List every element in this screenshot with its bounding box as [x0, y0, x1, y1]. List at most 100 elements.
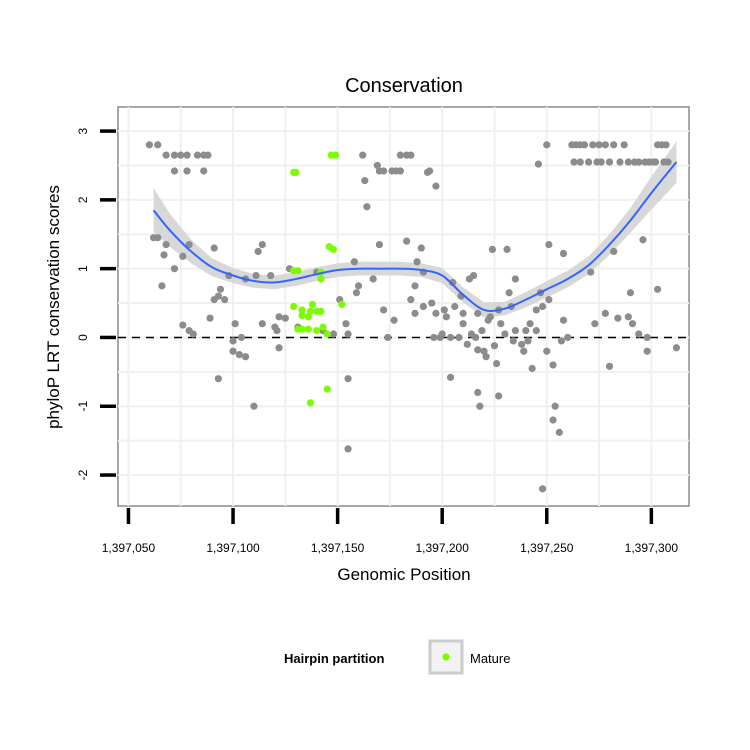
data-point-other [482, 353, 490, 361]
data-point-other [413, 258, 421, 266]
data-point-other [605, 362, 614, 370]
data-point-other [432, 309, 440, 317]
data-point-other [403, 237, 411, 245]
y-tick-label: 0 [76, 334, 90, 341]
y-tick-label: -2 [76, 469, 90, 480]
data-point-other [459, 309, 467, 317]
data-point-other [281, 314, 289, 322]
data-point-other [350, 258, 358, 266]
data-point-mature [306, 399, 315, 407]
data-point-other [474, 309, 482, 317]
data-point-other [469, 271, 478, 280]
data-point-mature [298, 325, 306, 333]
data-point-other [543, 141, 551, 149]
data-point-other [275, 344, 283, 352]
data-point-mature [317, 307, 325, 315]
data-point-other [258, 320, 266, 328]
data-point-mature [319, 323, 327, 331]
data-point-other [442, 313, 450, 321]
data-point-other [587, 268, 595, 276]
data-point-other [446, 373, 455, 381]
data-point-other [183, 167, 191, 175]
data-point-other [237, 333, 246, 342]
data-point-other [193, 151, 202, 159]
data-point-other [170, 151, 179, 159]
x-tick-label: 1,397,050 [102, 541, 156, 555]
data-point-other [342, 320, 350, 328]
data-point-other [486, 313, 494, 321]
data-point-other [252, 271, 260, 280]
data-point-other [616, 158, 624, 166]
data-point-other [430, 333, 438, 342]
plot-panel [117, 106, 690, 507]
data-point-other [643, 333, 651, 342]
data-point-mature [298, 306, 306, 314]
data-point-other [476, 402, 484, 410]
data-point-other [267, 271, 275, 280]
data-point-other [440, 306, 448, 314]
data-point-other [438, 330, 446, 338]
data-point-other [380, 306, 388, 314]
data-point-other [411, 282, 419, 290]
data-point-other [419, 302, 427, 311]
y-tick-label: 3 [76, 127, 90, 134]
data-point-other [254, 247, 262, 256]
data-point-other [559, 249, 568, 258]
data-point-other [639, 236, 647, 244]
data-point-mature [329, 245, 338, 254]
data-point-other [511, 275, 519, 283]
x-tick-label: 1,397,150 [311, 541, 365, 555]
x-tick-label: 1,397,200 [415, 541, 469, 555]
data-point-mature [308, 300, 317, 309]
data-point-other [601, 309, 609, 317]
data-point-other [522, 326, 530, 335]
data-point-other [492, 359, 501, 368]
data-point-other [344, 375, 352, 383]
data-point-other [543, 347, 551, 355]
points-other-layer [145, 141, 681, 493]
data-point-other [620, 141, 628, 149]
data-point-other [158, 282, 166, 290]
data-point-other [363, 203, 371, 211]
data-point-mature [306, 307, 315, 315]
data-point-other [624, 313, 632, 321]
data-point-other [432, 182, 440, 190]
data-point-other [411, 309, 419, 317]
data-point-mature [290, 302, 298, 311]
points-mature-layer [290, 151, 346, 407]
data-point-other [185, 240, 193, 249]
data-point-other [380, 167, 388, 175]
data-point-other [624, 158, 632, 166]
data-point-other [591, 320, 599, 328]
data-point-other [478, 326, 486, 335]
data-point-other [601, 141, 609, 149]
data-point-other [532, 326, 540, 335]
data-point-other [654, 285, 662, 293]
data-point-other [551, 402, 559, 410]
data-point-other [354, 282, 363, 290]
data-point-other [375, 240, 384, 249]
data-point-other [373, 161, 381, 170]
data-point-other [545, 296, 553, 304]
data-point-other [390, 316, 398, 324]
data-point-other [580, 141, 589, 149]
data-point-other [564, 333, 572, 342]
data-point-other [250, 402, 258, 410]
data-point-other [273, 326, 281, 335]
data-point-other [344, 445, 352, 453]
smooth-line-layer [152, 161, 678, 312]
data-point-other [501, 330, 509, 338]
data-point-other [526, 320, 534, 328]
data-point-other [585, 158, 593, 166]
data-point-other [216, 285, 225, 293]
data-point-other [628, 320, 637, 328]
data-point-other [183, 151, 191, 159]
y-axis: -2 -1 0 1 2 3 [76, 127, 116, 480]
data-point-other [538, 302, 547, 311]
data-point-other [396, 151, 404, 159]
data-point-mature [323, 385, 331, 393]
data-point-other [474, 388, 482, 397]
data-point-other [532, 306, 540, 314]
smooth-fit-line [152, 161, 678, 312]
